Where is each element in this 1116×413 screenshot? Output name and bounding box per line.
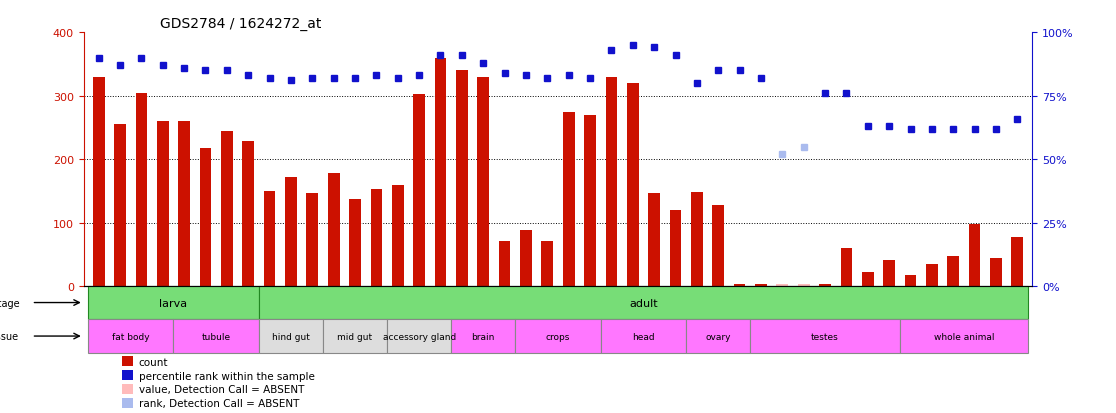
Text: larva: larva bbox=[160, 298, 187, 308]
Bar bbox=[349, 199, 360, 287]
Bar bbox=[756, 285, 767, 287]
Bar bbox=[627, 84, 638, 287]
Text: rank, Detection Call = ABSENT: rank, Detection Call = ABSENT bbox=[138, 399, 299, 408]
Text: crops: crops bbox=[546, 332, 570, 341]
Bar bbox=[371, 190, 383, 287]
Bar bbox=[562, 112, 575, 287]
Text: head: head bbox=[632, 332, 655, 341]
Bar bbox=[969, 225, 981, 287]
Bar bbox=[122, 370, 133, 380]
Text: whole animal: whole animal bbox=[934, 332, 994, 341]
Bar bbox=[122, 356, 133, 366]
Bar bbox=[451, 319, 516, 354]
Bar bbox=[122, 384, 133, 394]
Bar bbox=[520, 231, 532, 287]
Bar bbox=[840, 249, 853, 287]
Text: fat body: fat body bbox=[112, 332, 150, 341]
Bar bbox=[905, 275, 916, 287]
Bar bbox=[691, 193, 703, 287]
Text: tissue: tissue bbox=[0, 331, 19, 341]
Text: adult: adult bbox=[629, 298, 657, 308]
Bar bbox=[712, 206, 724, 287]
Text: tubule: tubule bbox=[202, 332, 231, 341]
Bar bbox=[686, 319, 750, 354]
Bar bbox=[93, 77, 105, 287]
Bar bbox=[242, 142, 254, 287]
Bar bbox=[819, 285, 831, 287]
Text: testes: testes bbox=[811, 332, 839, 341]
Bar bbox=[750, 319, 899, 354]
Text: GDS2784 / 1624272_at: GDS2784 / 1624272_at bbox=[160, 17, 321, 31]
Bar bbox=[899, 319, 1028, 354]
Bar bbox=[328, 174, 339, 287]
Bar bbox=[777, 285, 788, 287]
Bar bbox=[263, 192, 276, 287]
Bar bbox=[88, 319, 173, 354]
Bar bbox=[387, 319, 451, 354]
Bar bbox=[499, 241, 510, 287]
Bar bbox=[670, 211, 682, 287]
Bar bbox=[122, 398, 133, 408]
Bar bbox=[285, 178, 297, 287]
Text: count: count bbox=[138, 357, 169, 367]
Text: hind gut: hind gut bbox=[272, 332, 310, 341]
Bar bbox=[584, 116, 596, 287]
Bar bbox=[323, 319, 387, 354]
Bar bbox=[733, 285, 745, 287]
Text: brain: brain bbox=[472, 332, 494, 341]
Bar bbox=[114, 125, 126, 287]
Text: ovary: ovary bbox=[705, 332, 731, 341]
Bar bbox=[88, 287, 259, 319]
Text: percentile rank within the sample: percentile rank within the sample bbox=[138, 371, 315, 381]
Bar bbox=[456, 71, 468, 287]
Bar bbox=[221, 131, 233, 287]
Bar bbox=[307, 193, 318, 287]
Bar bbox=[883, 260, 895, 287]
Bar bbox=[606, 77, 617, 287]
Bar bbox=[541, 241, 554, 287]
Bar bbox=[990, 259, 1002, 287]
Bar bbox=[259, 287, 1028, 319]
Bar bbox=[600, 319, 686, 354]
Bar bbox=[157, 122, 169, 287]
Bar bbox=[648, 193, 660, 287]
Bar bbox=[179, 122, 190, 287]
Bar bbox=[434, 58, 446, 287]
Bar bbox=[392, 185, 404, 287]
Bar bbox=[135, 93, 147, 287]
Bar bbox=[516, 319, 600, 354]
Bar bbox=[947, 256, 959, 287]
Text: development stage: development stage bbox=[0, 298, 19, 308]
Bar bbox=[926, 264, 937, 287]
Bar bbox=[798, 285, 809, 287]
Bar bbox=[1011, 237, 1023, 287]
Bar bbox=[413, 95, 425, 287]
Bar bbox=[478, 77, 489, 287]
Text: mid gut: mid gut bbox=[337, 332, 373, 341]
Bar bbox=[259, 319, 323, 354]
Bar bbox=[200, 148, 211, 287]
Bar bbox=[862, 273, 874, 287]
Text: value, Detection Call = ABSENT: value, Detection Call = ABSENT bbox=[138, 385, 304, 394]
Bar bbox=[173, 319, 259, 354]
Text: accessory gland: accessory gland bbox=[383, 332, 455, 341]
